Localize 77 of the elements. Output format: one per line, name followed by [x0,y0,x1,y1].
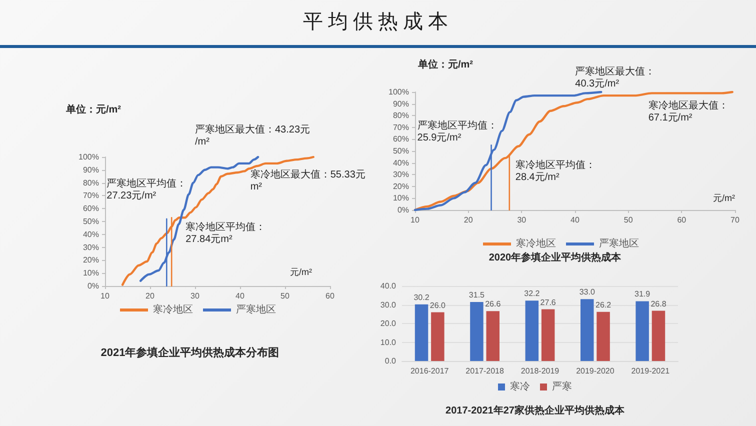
x-tick-label: 2019-2021 [631,366,670,376]
legend-label: 严寒地区 [599,238,639,250]
x-tick-label: 2017-2018 [466,366,504,376]
x-tick-label: 50 [624,216,634,224]
x-tick-label: 50 [280,292,290,300]
y-tick-label: 10% [392,194,409,203]
y-tick-label: 90% [392,99,409,108]
y-tick-label: 30% [82,242,99,252]
x-tick-label: 30 [517,216,527,224]
data-label: 26.8 [650,299,667,308]
data-label: 27.6 [540,298,556,307]
annotation: 寒冷地区最大值：67.1元/m² [648,100,728,124]
y-tick-label: 0% [87,282,99,290]
x-tick-label: 2016-2017 [410,366,450,376]
annotation: 寒冷地区平均值：28.4元/m² [515,159,596,184]
y-tick-label: 50% [392,146,409,156]
x-tick-label: 10 [100,292,110,300]
x-tick-label: 70 [730,216,740,224]
x-tick-label: 20 [146,292,155,300]
data-label: 26.0 [430,300,446,310]
annotation: 严寒地区最大值：43.23元/m² [195,124,310,148]
y-tick-label: 20.0 [380,319,397,328]
y-tick-label: 80% [82,178,99,188]
x-tick-label: 30 [190,292,200,300]
data-label: 31.5 [468,290,486,300]
y-tick-label: 60% [82,204,99,214]
y-tick-label: 60% [392,134,409,144]
annotation: 严寒地区平均值：27.23元/m² [106,177,187,202]
y-tick-label: 40% [392,158,409,168]
y-tick-label: 0.0 [384,356,397,366]
y-axis-title: 单位：元/m² [417,58,474,70]
y-tick-label: 90% [82,165,99,174]
x-tick-label: 10 [410,216,420,224]
y-tick-label: 80% [392,111,409,120]
y-tick-label: 10% [82,268,99,278]
data-label: 30.2 [414,292,430,302]
y-tick-label: 40% [82,230,99,239]
data-label: 32.2 [524,289,540,298]
data-label: 33.0 [579,288,596,297]
data-label: 31.9 [634,290,651,299]
legend-label: 严寒 [552,380,572,392]
y-axis-title: 单位：元/m² [65,104,122,116]
y-tick-label: 100% [388,88,409,96]
text: 2021年参填企业平均供热成本分布图 [100,346,280,359]
text: 2017-2021年27家供热企业平均供热成本 [446,404,626,416]
x-tick-label: 60 [326,292,335,300]
x-tick-label: 40 [570,216,580,224]
y-tick-label: 50% [82,217,99,226]
y-tick-label: 20% [392,182,409,191]
text: 2020年参填企业平均供热成本 [488,252,622,264]
legend-label: 寒冷地区 [516,238,556,250]
legend-label: 寒冷地区 [153,304,193,316]
annotation: 严寒地区最大值：40.3元/m² [575,66,656,90]
y-tick-label: 30.0 [380,300,397,310]
y-tick-label: 0% [397,206,409,214]
x-tick-label: 2019-2020 [576,366,615,376]
x-axis-title: 元/m² [290,267,312,277]
legend-label: 寒冷 [510,380,530,392]
x-tick-label: 20 [464,216,474,224]
y-tick-label: 100% [78,152,99,162]
y-tick-label: 30% [392,170,409,180]
y-tick-label: 70% [392,122,409,132]
data-label: 26.2 [595,300,612,310]
y-tick-label: 10.0 [380,338,397,347]
x-tick-label: 2018-2019 [520,366,560,376]
x-tick-label: 40 [236,292,245,300]
legend-label: 严寒地区 [236,304,276,316]
data-label: 26.6 [485,300,502,309]
text: 平均供热成本 [303,10,453,35]
annotation: 寒冷地区最大值：55.33元m² [250,168,366,192]
y-tick-label: 70% [82,191,99,200]
annotation: 严寒地区平均值：25.9元/m² [417,120,498,144]
x-tick-label: 60 [677,216,687,224]
y-tick-label: 40.0 [380,282,397,290]
x-axis-title: 元/m² [713,193,735,203]
y-tick-label: 20% [82,256,99,265]
annotation: 寒冷地区平均值：27.84元m² [186,221,266,246]
